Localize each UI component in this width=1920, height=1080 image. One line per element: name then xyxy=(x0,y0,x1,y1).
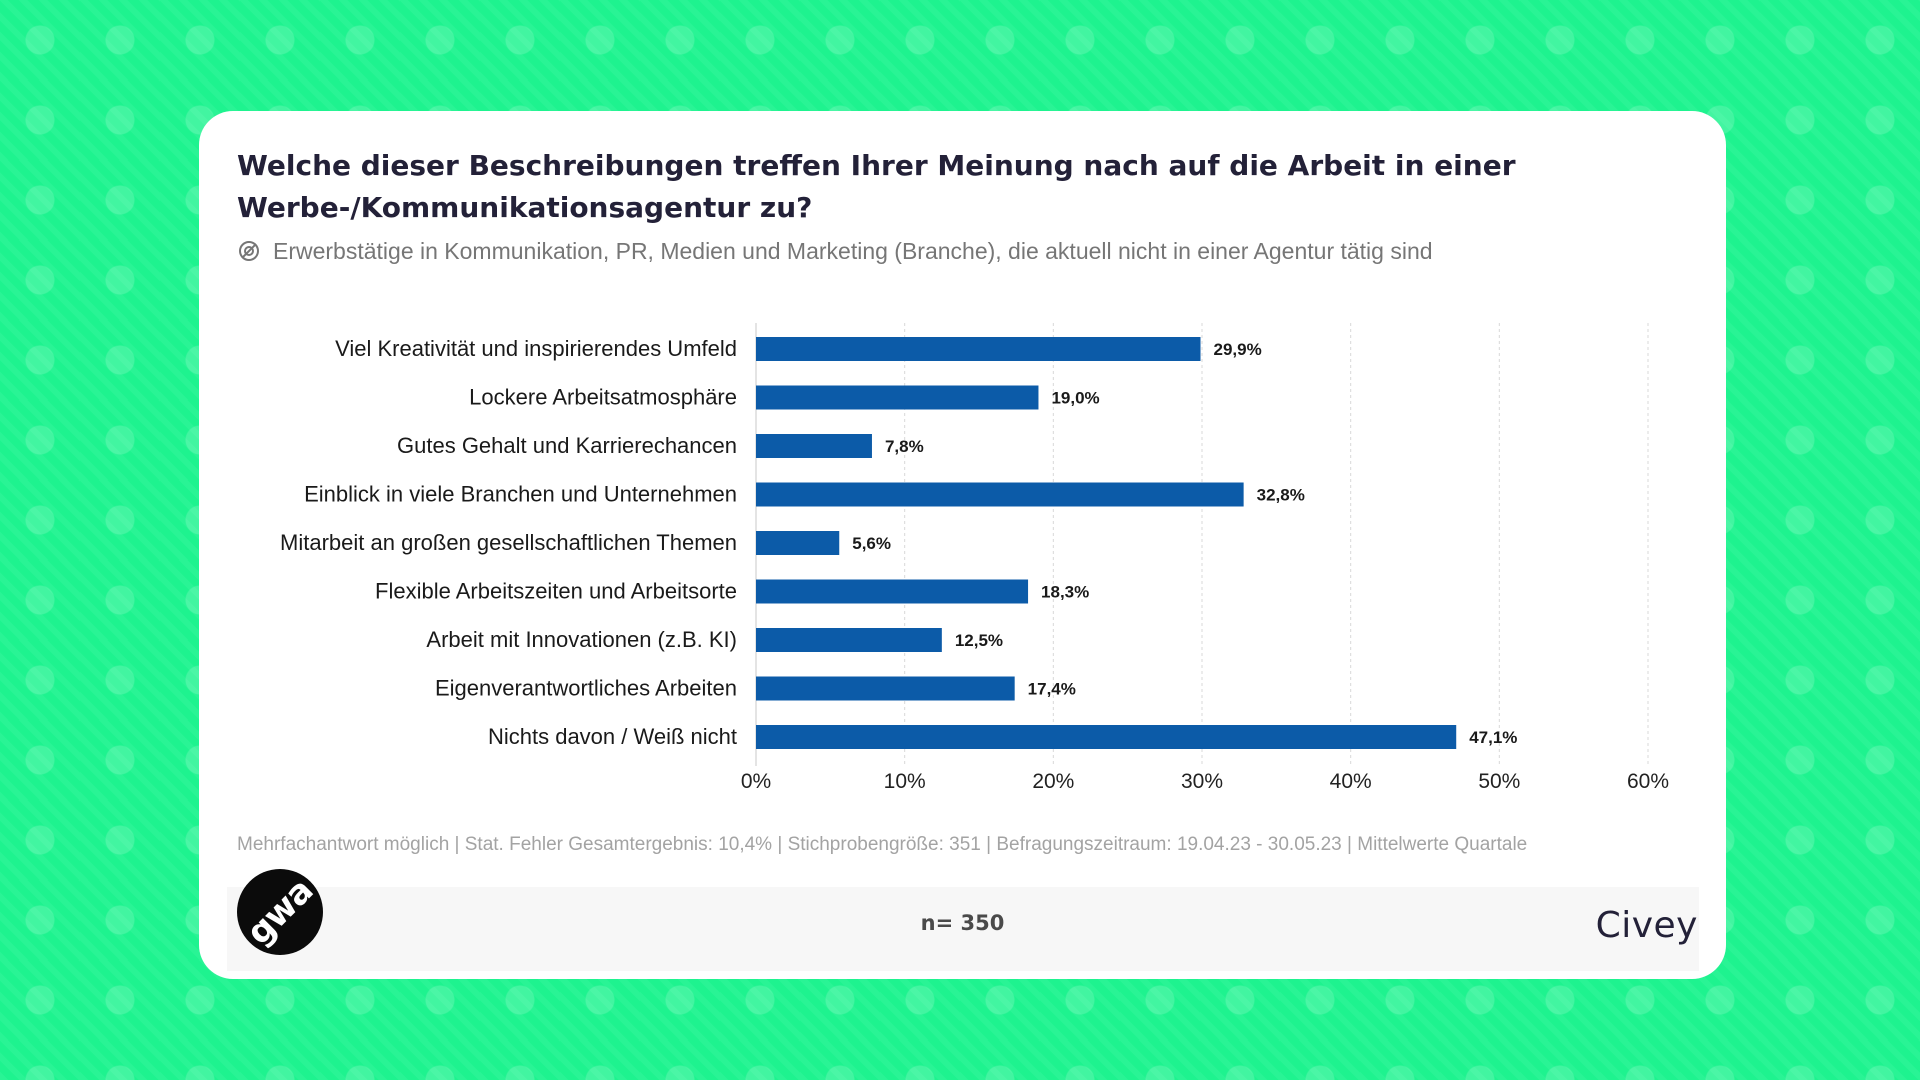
chart-subtitle: Erwerbstätige in Kommunikation, PR, Medi… xyxy=(273,237,1433,264)
sample-size: n= 350 xyxy=(920,911,1005,935)
bar xyxy=(756,676,1015,701)
gwa-logo: gwa xyxy=(237,869,323,955)
value-label: 19,0% xyxy=(1051,389,1099,408)
x-tick-label: 20% xyxy=(1032,770,1074,793)
bar xyxy=(756,385,1039,410)
x-tick-label: 10% xyxy=(884,770,926,793)
value-label: 29,9% xyxy=(1214,340,1262,359)
x-tick-label: 0% xyxy=(741,770,771,793)
category-label: Einblick in viele Branchen und Unternehm… xyxy=(304,482,737,507)
value-label: 17,4% xyxy=(1028,680,1076,699)
category-label: Nichts davon / Weiß nicht xyxy=(488,724,737,749)
chart-title: Welche dieser Beschreibungen treffen Ihr… xyxy=(237,149,1516,224)
x-tick-label: 60% xyxy=(1627,770,1669,793)
bar xyxy=(756,337,1201,361)
category-label: Lockere Arbeitsatmosphäre xyxy=(469,385,737,410)
category-label: Arbeit mit Innovationen (z.B. KI) xyxy=(426,627,737,652)
category-label: Viel Kreativität und inspirierendes Umfe… xyxy=(335,336,737,361)
bar xyxy=(756,579,1029,604)
bar-chart: 0% 10% 20% 30% 40% 50% 60% Viel Kreativität und… xyxy=(280,323,1669,793)
value-label: 7,8% xyxy=(885,437,924,456)
bar xyxy=(756,482,1244,507)
value-label: 12,5% xyxy=(955,631,1003,650)
target-group-icon xyxy=(239,241,259,261)
category-label: Mitarbeit an großen gesellschaftlichen T… xyxy=(280,530,737,555)
value-label: 32,8% xyxy=(1257,486,1305,505)
category-label: Gutes Gehalt und Karrierechancen xyxy=(397,433,737,458)
bar xyxy=(756,531,840,555)
bar xyxy=(756,725,1457,749)
x-tick-label: 50% xyxy=(1478,770,1520,793)
value-label: 5,6% xyxy=(852,534,891,553)
category-label: Flexible Arbeitszeiten und Arbeitsorte xyxy=(375,579,737,604)
category-label: Eigenverantwortliches Arbeiten xyxy=(435,676,737,701)
x-tick-label: 30% xyxy=(1181,770,1223,793)
value-label: 18,3% xyxy=(1041,583,1089,602)
chart-card: Welche dieser Beschreibungen treffen Ihr… xyxy=(199,111,1726,979)
footer-band xyxy=(227,887,1699,971)
bar xyxy=(756,628,942,652)
target-group-row: Erwerbstätige in Kommunikation, PR, Medi… xyxy=(237,235,1433,267)
civey-logo: Civey xyxy=(1595,905,1698,946)
bar xyxy=(756,434,872,458)
value-label: 47,1% xyxy=(1469,728,1517,747)
survey-footnote: Mehrfachantwort möglich | Stat. Fehler G… xyxy=(237,834,1528,855)
x-tick-label: 40% xyxy=(1330,770,1372,793)
